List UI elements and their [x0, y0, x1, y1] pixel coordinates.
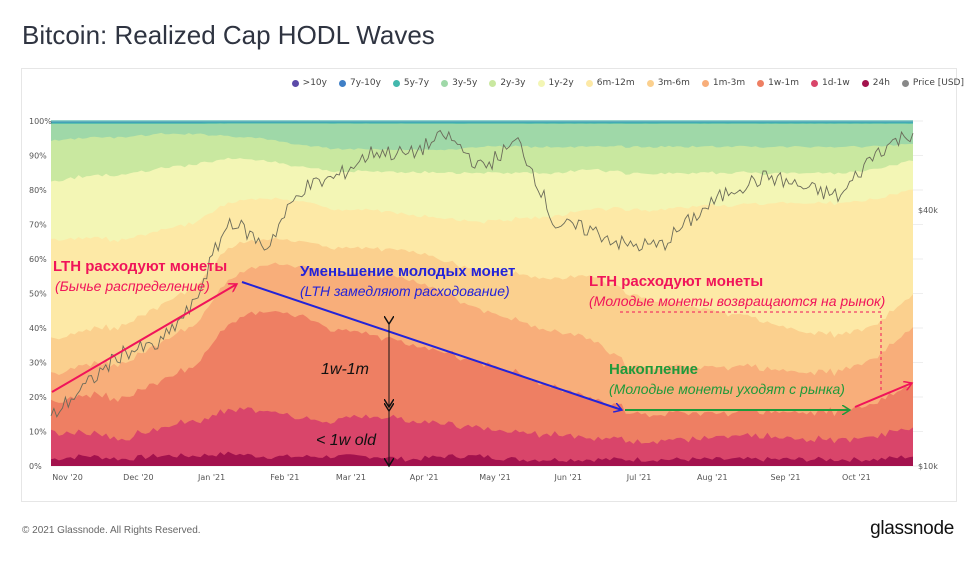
legend-item[interactable]: 1m-3m — [701, 78, 746, 88]
annotation-accumulation-sub: (Молодые монеты уходят с рынка) — [609, 381, 845, 397]
legend-item[interactable]: 1y-2y — [537, 78, 574, 88]
legend-item[interactable]: 3m-6m — [646, 78, 690, 88]
arrow-lth-spend-1 — [51, 284, 237, 393]
x-tick-label: Nov '20 — [52, 473, 83, 482]
legend-label: Price [USD] — [912, 78, 964, 88]
legend-label: 7y-10y — [349, 78, 381, 88]
annotation-lth-spend-1-title: LTH расходуют монеты — [53, 258, 228, 275]
y-tick-label: 40% — [29, 324, 47, 333]
legend-dot-icon — [701, 79, 709, 87]
legend-item[interactable]: 5y-7y — [392, 78, 430, 88]
y-tick-label: 50% — [29, 290, 47, 299]
legend-dot-icon — [757, 79, 765, 87]
y-tick-label: 60% — [29, 255, 47, 264]
y2-axis: $10k $40k — [918, 206, 938, 471]
y2-tick-label: $40k — [918, 206, 938, 215]
legend-label: 1w-1m — [768, 78, 799, 88]
x-tick-label: Sep '21 — [770, 473, 800, 482]
x-axis: Nov '20 Dec '20 Jan '21 Feb '21 Mar '21 Apr '… — [52, 473, 870, 482]
chart-legend: >10y 7y-10y 5y-7y 3y-5y 2y-3y 1y-2y 6m-12m 3m-6… — [291, 78, 964, 88]
legend-item[interactable]: 3y-5y — [441, 78, 477, 88]
legend-label: 3m-6m — [657, 78, 690, 88]
price-line — [50, 129, 914, 418]
page-title: Bitcoin: Realized Cap HODL Waves — [22, 20, 435, 50]
legend-dot-icon — [489, 79, 497, 87]
legend-item[interactable]: 2y-3y — [489, 78, 526, 88]
x-tick-label: Jul '21 — [626, 473, 652, 482]
legend-label: 24h — [872, 78, 890, 88]
legend-label: 1m-3m — [712, 78, 746, 88]
legend-dot-icon — [861, 79, 869, 87]
y-tick-label: 10% — [29, 428, 47, 437]
legend-dot-icon — [901, 79, 909, 87]
price-series — [50, 129, 914, 418]
annotation-lth-spend-1-sub: (Бычье распределение) — [55, 278, 210, 294]
band-label-lt-1w: < 1w old — [316, 432, 377, 449]
x-tick-label: Jan '21 — [197, 473, 225, 482]
legend-item[interactable]: 1w-1m — [757, 78, 799, 88]
legend-label: 1d-1w — [821, 78, 850, 88]
legend-dot-icon — [441, 79, 449, 87]
legend-item[interactable]: 7y-10y — [338, 78, 381, 88]
x-tick-label: Apr '21 — [410, 473, 439, 482]
annotation-young-decrease-sub: (LTH замедляют расходование) — [300, 283, 510, 299]
legend-label: 1y-2y — [548, 78, 574, 88]
y-tick-label: 70% — [29, 221, 47, 230]
area-1d-1w — [51, 407, 913, 466]
x-tick-label: Feb '21 — [270, 473, 299, 482]
y2-tick-label: $10k — [918, 462, 938, 471]
y-axis: 0% 10% 20% 30% 40% 50% 60% 70% 80% 90% 100% — [29, 117, 52, 471]
legend-label: 6m-12m — [596, 78, 635, 88]
annotation-young-decrease-title: Уменьшение молодых монет — [300, 263, 516, 280]
legend-label: 2y-3y — [500, 78, 526, 88]
arrow-young-decrease — [241, 281, 622, 410]
x-tick-label: Jun '21 — [553, 473, 581, 482]
y-tick-label: 100% — [29, 117, 52, 126]
legend-item[interactable]: 24h — [861, 78, 890, 88]
legend-dot-icon — [810, 79, 818, 87]
legend-item[interactable]: 1d-1w — [810, 78, 850, 88]
area-24h — [51, 451, 913, 466]
legend-dot-icon — [585, 79, 593, 87]
y-tick-label: 30% — [29, 359, 47, 368]
legend-dot-icon — [338, 79, 346, 87]
x-tick-label: Mar '21 — [336, 473, 366, 482]
y-tick-label: 80% — [29, 186, 47, 195]
x-tick-label: Dec '20 — [123, 473, 153, 482]
legend-label: >10y — [302, 78, 327, 88]
copyright: © 2021 Glassnode. All Rights Reserved. — [22, 525, 201, 536]
stacked-areas — [51, 120, 913, 467]
legend-dot-icon — [646, 79, 654, 87]
legend-label: 5y-7y — [403, 78, 430, 88]
brand-logo[interactable]: glassnode — [870, 518, 954, 539]
legend-item[interactable]: 6m-12m — [585, 78, 635, 88]
annotation-lth-spend-2-sub: (Молодые монеты возвращаются на рынок) — [589, 293, 886, 309]
x-tick-label: May '21 — [479, 473, 510, 482]
dashed-connector — [620, 311, 882, 392]
x-tick-label: Aug '21 — [697, 473, 728, 482]
legend-item[interactable]: Price [USD] — [901, 78, 964, 88]
y-tick-label: 0% — [29, 462, 42, 471]
legend-dot-icon — [392, 79, 400, 87]
y-tick-label: 90% — [29, 152, 47, 161]
band-label-1w-1m: 1w-1m — [321, 361, 370, 378]
annotation-accumulation-title: Накопление — [609, 361, 699, 378]
y-tick-label: 20% — [29, 393, 47, 402]
legend-dot-icon — [291, 79, 299, 87]
legend-label: 3y-5y — [452, 78, 478, 88]
annotation-arrows — [51, 281, 912, 466]
annotation-lth-spend-2-title: LTH расходуют монеты — [589, 273, 764, 290]
legend-item[interactable]: >10y — [291, 78, 327, 88]
arrow-lth-spend-2 — [854, 383, 912, 408]
legend-dot-icon — [537, 79, 545, 87]
x-tick-label: Oct '21 — [842, 473, 871, 482]
